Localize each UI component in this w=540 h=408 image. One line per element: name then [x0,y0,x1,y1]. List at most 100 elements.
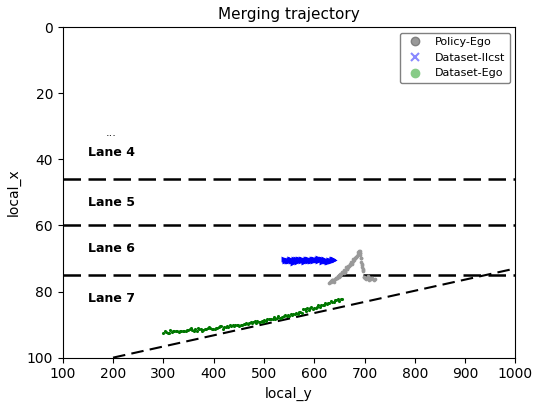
Point [314,255,322,261]
Point [172,328,180,334]
Point [345,263,353,269]
Point [313,256,321,263]
Point [294,256,302,263]
Point [353,253,361,259]
Point [185,326,194,333]
Point [357,258,366,265]
Point [352,254,360,260]
Point [291,256,300,262]
Point [195,326,204,333]
Point [260,316,269,323]
Point [322,258,331,264]
Point [288,257,296,264]
Point [357,260,366,267]
Point [292,309,301,316]
Point [222,323,231,329]
Point [323,259,332,266]
Point [261,317,270,324]
Y-axis label: local_x: local_x [7,169,21,216]
Point [310,257,319,263]
Point [278,314,287,321]
Point [228,322,237,329]
Point [238,322,247,328]
Point [287,257,295,264]
Point [305,257,313,264]
Point [354,249,363,256]
Point [285,257,294,264]
Point [355,248,364,254]
Legend: Policy-Ego, Dataset-IIcst, Dataset-Ego: Policy-Ego, Dataset-IIcst, Dataset-Ego [400,33,510,83]
Point [330,279,339,285]
Point [286,255,295,262]
Point [327,277,336,283]
Point [181,328,190,335]
Point [163,330,172,336]
Point [315,304,324,310]
Point [204,325,212,331]
Point [212,324,220,331]
Point [299,256,307,263]
Point [318,258,326,265]
Point [251,318,259,324]
Point [337,271,346,277]
Point [322,258,330,264]
Point [235,322,244,329]
Point [300,258,309,264]
Text: Lane 6: Lane 6 [88,242,135,255]
Point [232,322,241,328]
Point [351,255,360,262]
Point [190,327,198,334]
Point [298,256,306,262]
Point [320,302,328,308]
Point [295,308,303,315]
Point [330,257,339,263]
Point [329,277,338,284]
Point [244,320,252,327]
Point [245,319,253,326]
Point [363,273,372,279]
Point [310,256,319,263]
Point [332,297,341,303]
Point [286,256,294,262]
Title: Merging trajectory: Merging trajectory [218,7,360,22]
Point [290,256,299,262]
Text: Lane 7: Lane 7 [88,292,135,305]
Point [178,328,187,334]
Point [284,257,292,264]
Point [327,277,335,284]
Point [287,257,296,264]
Point [312,305,320,312]
Point [369,277,378,283]
Point [312,255,321,262]
Point [234,322,242,328]
Point [170,327,179,334]
Point [198,327,206,334]
Point [307,304,316,310]
Point [318,302,327,308]
Point [264,316,273,322]
Point [355,248,363,255]
Point [325,257,333,263]
Point [307,256,316,263]
Point [315,256,324,262]
Point [162,328,171,335]
Point [242,320,251,327]
Point [367,276,376,283]
Point [191,326,199,333]
Point [282,256,291,263]
Point [303,256,312,262]
Point [334,296,342,302]
Point [252,319,260,326]
Point [284,311,292,318]
Point [301,257,309,264]
Point [292,257,300,263]
Point [282,313,291,319]
Point [285,312,294,319]
Point [330,297,339,303]
Point [356,254,365,261]
Point [298,257,307,263]
Point [360,273,368,280]
Point [322,300,331,307]
Point [199,327,208,334]
Point [219,326,227,332]
